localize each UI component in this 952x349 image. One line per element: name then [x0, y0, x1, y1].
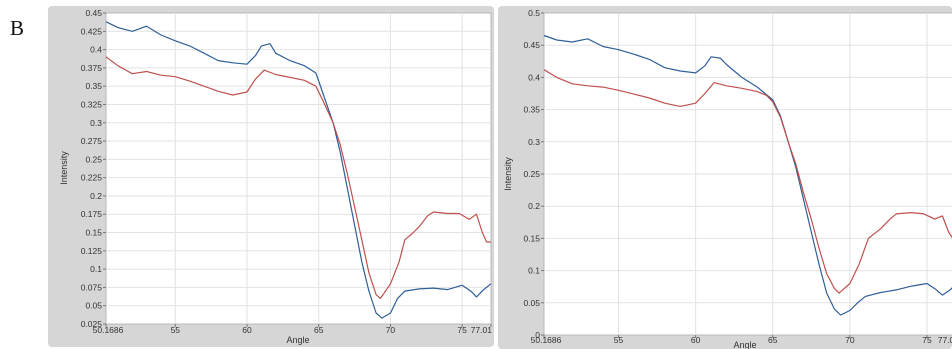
series-lines [105, 21, 492, 319]
y-tick-label: 0.45 [85, 8, 102, 18]
x-tick-label: 50.1686 [93, 325, 124, 335]
series-lines [543, 34, 952, 316]
y-tick-label: 0.15 [523, 233, 540, 243]
chart-panel-left: 0.025 0.05 0.075 0.1 0.125 0.15 0.175 0.2 0.225 0… [48, 6, 494, 347]
x-tick-label: 60 [691, 335, 701, 345]
y-tick-label: 0.5 [528, 8, 540, 18]
x-tick-label: 77.01 [471, 325, 493, 335]
y-tick-label: 0.325 [81, 99, 103, 109]
x-tick-label: 75 [457, 325, 467, 335]
y-tick-label: 0.425 [81, 26, 103, 36]
x-tick-label: 75 [922, 335, 932, 345]
y-tick-label: 0.35 [85, 81, 102, 91]
x-tick-label: 70 [386, 325, 396, 335]
x-tick-label: 60 [242, 325, 252, 335]
y-tick-label: 0.25 [85, 154, 102, 164]
y-tick-label: 0.025 [81, 319, 103, 329]
y-tick-label: 0.45 [523, 40, 540, 50]
grid-lines [106, 13, 491, 324]
y-tick-label: 0.2 [90, 191, 102, 201]
x-axis-label: Angle [286, 335, 309, 345]
y-tick-label: 0.225 [81, 173, 103, 183]
y-tick-label: 0.175 [81, 209, 103, 219]
grid-lines [544, 13, 952, 335]
x-tick-label: 77.01 [938, 335, 952, 345]
y-tick-label: 0.1 [90, 264, 102, 274]
x-tick-label: 65 [314, 325, 324, 335]
y-axis-label: Intensity [503, 157, 513, 191]
y-tick-label: 0.125 [81, 246, 103, 256]
x-tick-label: 65 [768, 335, 778, 345]
y-tick-label: 0.4 [528, 72, 540, 82]
y-axis-label: Intensity [59, 151, 69, 185]
series-line-blue [543, 34, 952, 316]
y-tick-label: 0.1 [528, 266, 540, 276]
y-tick-label: 0.375 [81, 63, 103, 73]
y-tick-label: 0 [535, 330, 540, 340]
chart-svg-right: 0 0.05 0.1 0.15 0.2 0.25 0.3 0.35 0.4 0.45 0.5 50.… [503, 8, 952, 349]
x-ticks: 50.1686 55 60 65 70 75 77.01 [93, 324, 493, 335]
chart-panel-right: 0 0.05 0.1 0.15 0.2 0.25 0.3 0.35 0.4 0.45 0.5 50.… [498, 6, 952, 349]
x-tick-label: 55 [171, 325, 181, 335]
chart-svg-left: 0.025 0.05 0.075 0.1 0.125 0.15 0.175 0.2 0.225 0… [59, 8, 493, 345]
y-tick-label: 0.3 [90, 118, 102, 128]
panel-label: B [10, 16, 25, 40]
x-tick-label: 70 [845, 335, 855, 345]
series-line-red [105, 56, 491, 299]
y-tick-label: 0.35 [523, 105, 540, 115]
y-tick-label: 0.15 [85, 228, 102, 238]
y-tick-label: 0.05 [85, 301, 102, 311]
y-ticks: 0 0.05 0.1 0.15 0.2 0.25 0.3 0.35 0.4 0.45 0.5 [523, 8, 544, 340]
y-tick-label: 0.25 [523, 169, 540, 179]
y-tick-label: 0.075 [81, 282, 103, 292]
x-axis-label: Angle [733, 340, 756, 349]
y-tick-label: 0.4 [90, 45, 102, 55]
y-tick-label: 0.275 [81, 136, 103, 146]
y-tick-label: 0.05 [523, 298, 540, 308]
y-ticks: 0.025 0.05 0.075 0.1 0.125 0.15 0.175 0.2 0.225 0… [81, 8, 106, 329]
x-tick-label: 50.1686 [531, 335, 562, 345]
series-line-blue [105, 21, 492, 319]
series-line-red [543, 69, 952, 294]
x-ticks: 50.1686 55 60 65 70 75 77.01 [531, 335, 952, 345]
y-tick-label: 0.3 [528, 137, 540, 147]
x-tick-label: 55 [614, 335, 624, 345]
plot-area [105, 12, 492, 325]
y-tick-label: 0.2 [528, 201, 540, 211]
